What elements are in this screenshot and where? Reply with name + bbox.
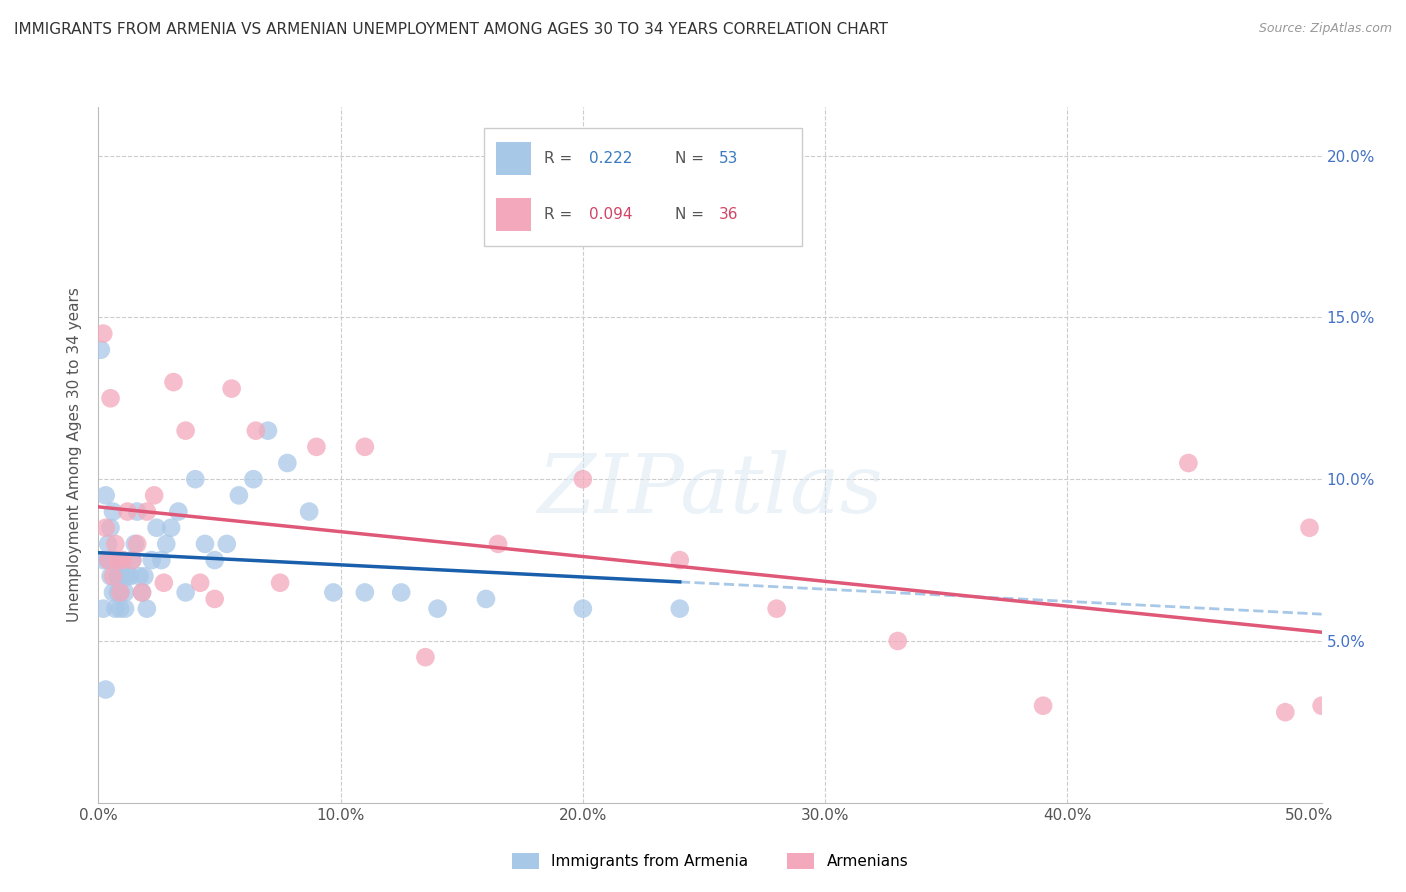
Point	[887, 634, 910, 648]
Point	[1274, 705, 1296, 719]
Point	[111, 569, 134, 583]
Point	[117, 504, 139, 518]
Point	[167, 504, 190, 518]
Point	[354, 440, 377, 454]
Point	[110, 601, 132, 615]
Point	[121, 553, 143, 567]
Point	[101, 585, 124, 599]
Point	[1032, 698, 1054, 713]
Point	[572, 472, 595, 486]
Point	[276, 456, 298, 470]
Point	[188, 575, 211, 590]
Point	[245, 424, 267, 438]
Point	[100, 521, 122, 535]
Point	[257, 424, 280, 438]
Point	[90, 343, 112, 357]
Point	[104, 537, 127, 551]
Point	[486, 537, 509, 551]
Point	[184, 472, 207, 486]
Point	[94, 488, 117, 502]
Point	[121, 553, 143, 567]
Point	[221, 382, 243, 396]
Point	[97, 537, 120, 551]
Point	[114, 585, 136, 599]
Point	[242, 472, 264, 486]
Point	[204, 553, 226, 567]
Point	[124, 537, 146, 551]
Point	[141, 553, 163, 567]
Point	[1298, 521, 1320, 535]
Text: IMMIGRANTS FROM ARMENIA VS ARMENIAN UNEMPLOYMENT AMONG AGES 30 TO 34 YEARS CORRE: IMMIGRANTS FROM ARMENIA VS ARMENIAN UNEM…	[14, 22, 889, 37]
Point	[228, 488, 250, 502]
Point	[100, 569, 122, 583]
Point	[174, 585, 197, 599]
Point	[101, 504, 124, 518]
Point	[131, 585, 153, 599]
Point	[107, 585, 129, 599]
Point	[114, 601, 136, 615]
Point	[91, 553, 114, 567]
Point	[104, 553, 127, 567]
Point	[135, 601, 157, 615]
Point	[91, 326, 114, 341]
Point	[134, 569, 156, 583]
Point	[215, 537, 238, 551]
Legend: Immigrants from Armenia, Armenians: Immigrants from Armenia, Armenians	[506, 847, 914, 875]
Point	[143, 488, 166, 502]
Point	[145, 521, 167, 535]
Y-axis label: Unemployment Among Ages 30 to 34 years: Unemployment Among Ages 30 to 34 years	[67, 287, 83, 623]
Point	[389, 585, 412, 599]
Point	[91, 601, 114, 615]
Point	[110, 585, 132, 599]
Point	[107, 553, 129, 567]
Point	[204, 591, 226, 606]
Point	[354, 585, 377, 599]
Point	[97, 553, 120, 567]
Point	[153, 575, 176, 590]
Point	[475, 591, 498, 606]
Point	[174, 424, 197, 438]
Point	[118, 569, 141, 583]
Point	[128, 569, 150, 583]
Point	[415, 650, 437, 665]
Point	[111, 553, 134, 567]
Point	[127, 537, 149, 551]
Point	[135, 504, 157, 518]
Point	[94, 682, 117, 697]
Point	[298, 504, 321, 518]
Text: ZIPatlas: ZIPatlas	[537, 450, 883, 530]
Point	[668, 553, 690, 567]
Point	[305, 440, 328, 454]
Point	[765, 601, 787, 615]
Point	[160, 521, 183, 535]
Point	[162, 375, 184, 389]
Point	[97, 553, 120, 567]
Point	[117, 569, 139, 583]
Point	[104, 601, 127, 615]
Point	[107, 569, 129, 583]
Point	[131, 585, 153, 599]
Point	[426, 601, 449, 615]
Text: Source: ZipAtlas.com: Source: ZipAtlas.com	[1258, 22, 1392, 36]
Point	[111, 553, 134, 567]
Point	[572, 601, 595, 615]
Point	[194, 537, 217, 551]
Point	[1177, 456, 1199, 470]
Point	[101, 569, 124, 583]
Point	[269, 575, 291, 590]
Point	[94, 521, 117, 535]
Point	[150, 553, 173, 567]
Point	[322, 585, 344, 599]
Point	[127, 504, 149, 518]
Point	[668, 601, 690, 615]
Point	[155, 537, 177, 551]
Point	[100, 392, 122, 406]
Point	[110, 585, 132, 599]
Point	[1310, 698, 1333, 713]
